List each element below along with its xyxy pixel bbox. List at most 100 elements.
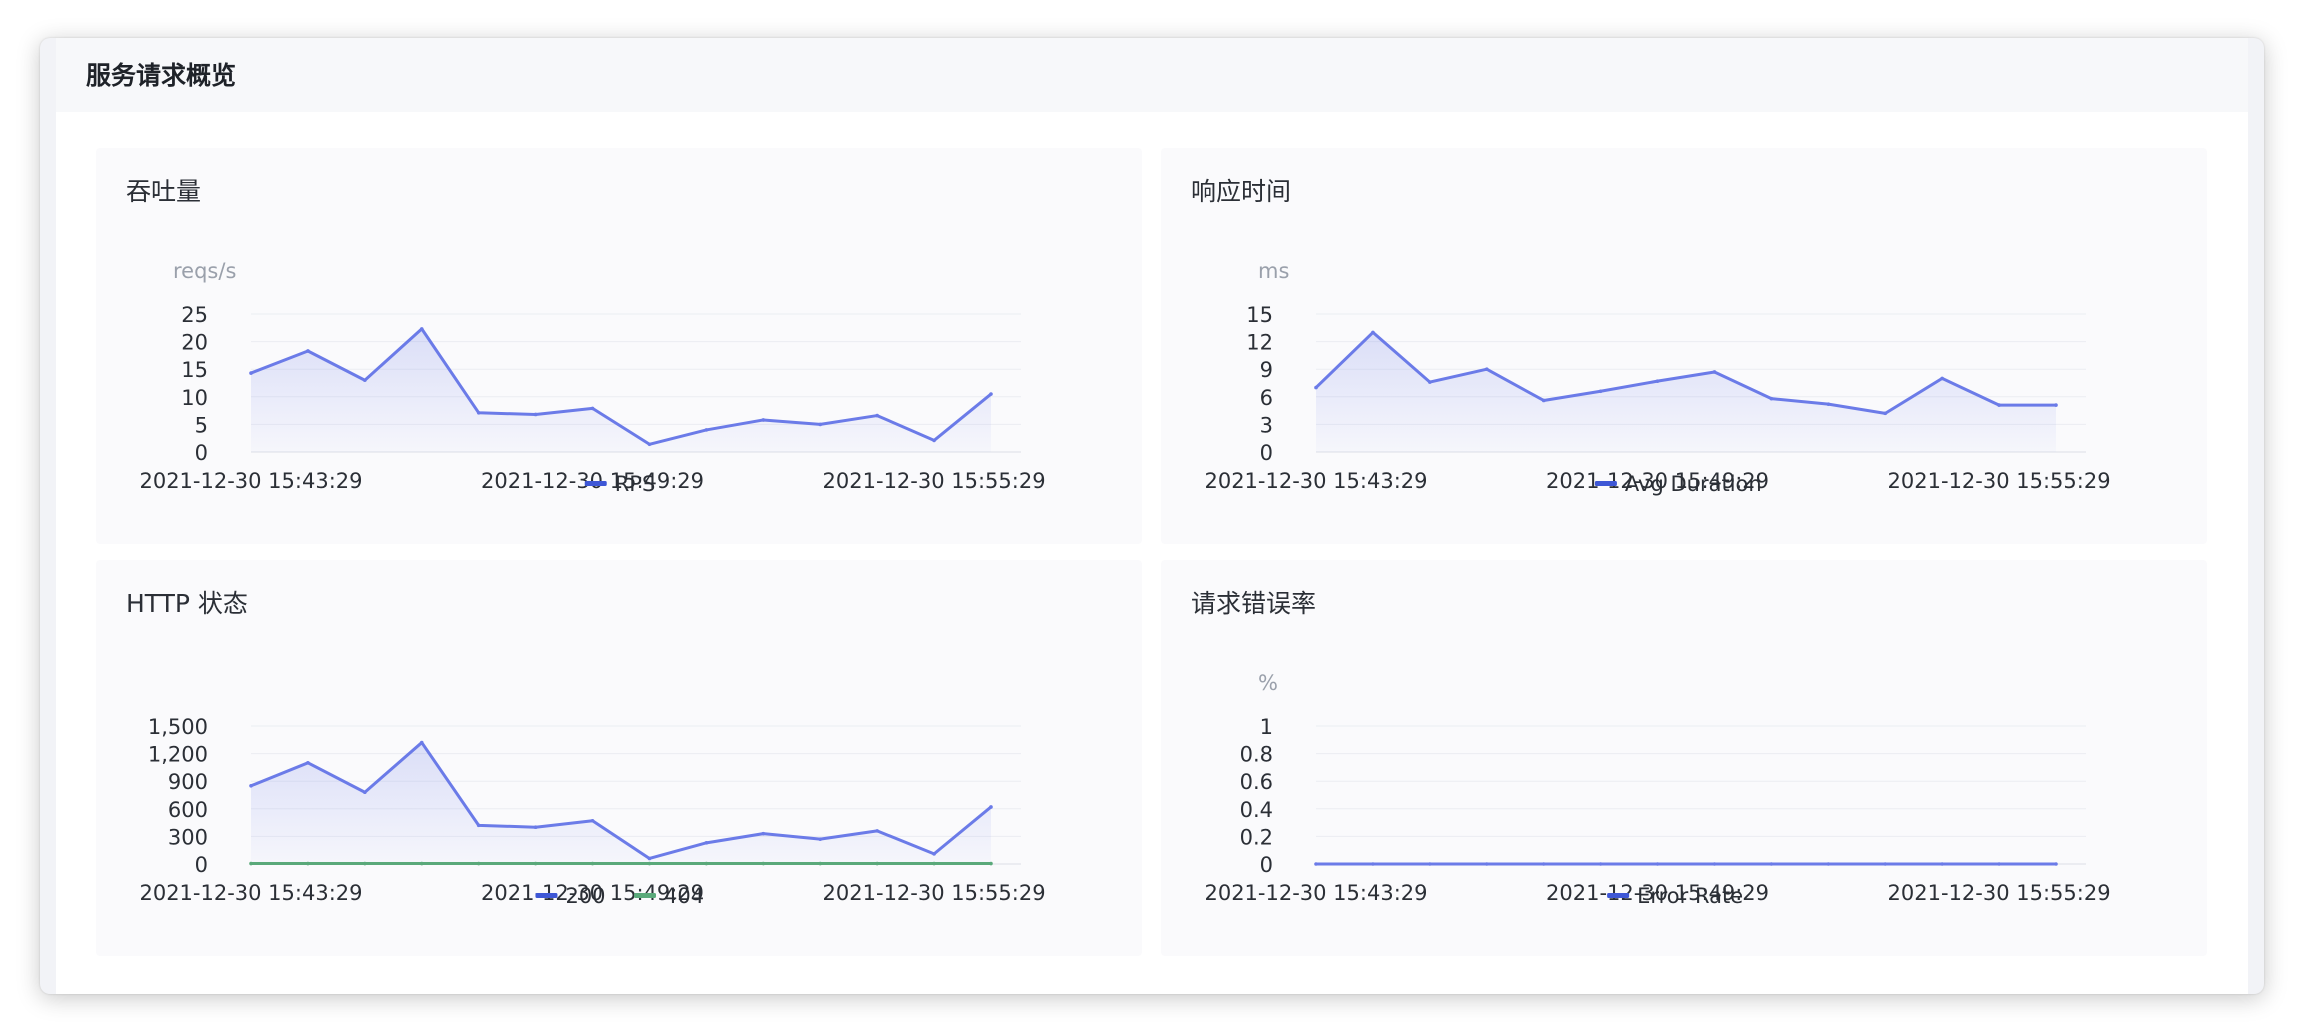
data-point bbox=[1826, 862, 1831, 866]
data-point bbox=[1484, 367, 1489, 371]
y-tick-label: 0.2 bbox=[1240, 825, 1273, 849]
card-title: 响应时间 bbox=[1191, 177, 1292, 206]
throughput-card: 吞吐量 reqs/s 0 5 10 15 20 25 2021-12-30 15:43:29 2… bbox=[96, 148, 1142, 544]
x-tick-label: 2021-12-30 15:43:29 bbox=[1204, 469, 1427, 493]
x-tick-label: 2021-12-30 15:43:29 bbox=[139, 469, 362, 493]
series-line-avg-duration bbox=[1314, 330, 2056, 415]
data-point bbox=[1997, 403, 2001, 407]
data-point bbox=[1997, 862, 2001, 866]
series-area-avg-duration bbox=[1316, 332, 2056, 452]
y-tick-label: 600 bbox=[168, 798, 208, 822]
data-point bbox=[590, 861, 595, 866]
y-tick-label: 3 bbox=[1260, 413, 1273, 437]
data-point bbox=[1541, 862, 1546, 866]
data-point bbox=[476, 411, 481, 415]
data-point bbox=[1598, 389, 1603, 394]
y-tick-label: 0 bbox=[1260, 441, 1273, 465]
data-point bbox=[306, 861, 310, 866]
legend-item-200[interactable]: 200 bbox=[535, 884, 606, 908]
y-tick-label: 9 bbox=[1260, 358, 1273, 382]
data-point bbox=[989, 805, 993, 809]
card-title: 吞吐量 bbox=[126, 177, 202, 206]
data-point bbox=[533, 825, 538, 829]
card-title: 请求错误率 bbox=[1191, 589, 1317, 618]
data-point bbox=[818, 861, 823, 866]
y-tick-label: 15 bbox=[1246, 303, 1273, 327]
data-point bbox=[249, 861, 253, 866]
data-point bbox=[476, 823, 481, 828]
y-unit-label: reqs/s bbox=[173, 259, 236, 283]
data-point bbox=[647, 442, 652, 447]
y-tick-label: 25 bbox=[181, 303, 208, 327]
y-tick-label: 0.6 bbox=[1240, 770, 1273, 794]
x-tick-label: 2021-12-30 15:49:29 bbox=[481, 881, 704, 905]
data-point bbox=[419, 740, 424, 745]
data-point bbox=[306, 761, 310, 765]
data-point bbox=[932, 852, 936, 856]
series-line-200 bbox=[250, 741, 992, 860]
data-point bbox=[1314, 385, 1318, 390]
data-point bbox=[875, 829, 879, 833]
data-point bbox=[1428, 380, 1432, 384]
data-point bbox=[1712, 370, 1717, 374]
data-point bbox=[761, 861, 766, 866]
data-point bbox=[875, 861, 879, 866]
x-tick-label: 2021-12-30 15:49:29 bbox=[1546, 469, 1769, 493]
data-point bbox=[1769, 862, 1774, 866]
data-point bbox=[1371, 330, 1375, 335]
data-point bbox=[818, 837, 823, 841]
data-point bbox=[1484, 862, 1489, 866]
data-point bbox=[2054, 862, 2058, 866]
x-tick-label: 2021-12-30 15:55:29 bbox=[823, 469, 1046, 493]
legend-label: 200 bbox=[565, 884, 605, 908]
y-tick-label: 0 bbox=[195, 441, 208, 465]
data-point bbox=[363, 378, 367, 383]
legend-swatch bbox=[1607, 893, 1630, 898]
legend-item-error-rate[interactable]: Error Rate bbox=[1607, 884, 1743, 908]
y-tick-label: 900 bbox=[168, 770, 208, 794]
data-point bbox=[1712, 862, 1717, 866]
service-overview-panel: 服务请求概览 吞吐量 reqs/s 0 5 10 15 20 25 2021-12-30 15… bbox=[56, 38, 2248, 994]
throughput-chart: reqs/s 0 5 10 15 20 25 2021-12-30 15:43:29 2021-… bbox=[139, 259, 1046, 496]
x-tick-label: 2021-12-30 15:55:29 bbox=[823, 881, 1046, 905]
data-point bbox=[590, 818, 595, 823]
data-point bbox=[989, 392, 993, 396]
series-area-200 bbox=[251, 742, 991, 864]
data-point bbox=[932, 438, 936, 443]
data-point bbox=[704, 428, 709, 432]
http-status-chart: 0 300 600 900 1,200 1,500 2021-12-30 15:43:29 2… bbox=[139, 715, 1046, 908]
legend-label: 404 bbox=[664, 884, 704, 908]
y-tick-label: 5 bbox=[195, 413, 208, 437]
data-point bbox=[1598, 862, 1603, 866]
data-point bbox=[533, 412, 538, 417]
legend-item-avg-duration[interactable]: Avg Duration bbox=[1594, 472, 1762, 496]
data-point bbox=[363, 861, 367, 866]
series-area-rps bbox=[251, 328, 991, 452]
data-point bbox=[1883, 411, 1888, 416]
data-point bbox=[932, 861, 936, 866]
data-point bbox=[306, 349, 310, 353]
y-tick-label: 20 bbox=[181, 331, 208, 355]
x-tick-label: 2021-12-30 15:43:29 bbox=[139, 881, 362, 905]
y-unit-label: ms bbox=[1258, 259, 1289, 283]
data-point bbox=[1314, 862, 1318, 866]
legend-swatch bbox=[634, 893, 656, 898]
data-point bbox=[704, 841, 709, 845]
data-point bbox=[1541, 398, 1546, 403]
y-tick-label: 0 bbox=[1260, 853, 1273, 877]
legend-label: RPS bbox=[615, 472, 656, 496]
data-point bbox=[249, 784, 253, 788]
x-tick-label: 2021-12-30 15:49:29 bbox=[1546, 881, 1769, 905]
data-point bbox=[1655, 379, 1660, 383]
error-rate-chart: % 0 0.2 0.4 0.6 0.8 1 2021-12-30 15:43:29 2021-1… bbox=[1204, 671, 2110, 908]
card-title: HTTP 状态 bbox=[126, 589, 248, 618]
data-point bbox=[533, 861, 538, 866]
data-point bbox=[2054, 403, 2058, 407]
y-tick-label: 0 bbox=[195, 853, 208, 877]
legend-item-rps[interactable]: RPS bbox=[584, 472, 656, 496]
data-point bbox=[1826, 402, 1831, 406]
y-tick-label: 1,500 bbox=[148, 715, 208, 739]
y-tick-label: 10 bbox=[181, 386, 208, 410]
legend-item-404[interactable]: 404 bbox=[634, 884, 704, 908]
data-point bbox=[1655, 862, 1660, 866]
